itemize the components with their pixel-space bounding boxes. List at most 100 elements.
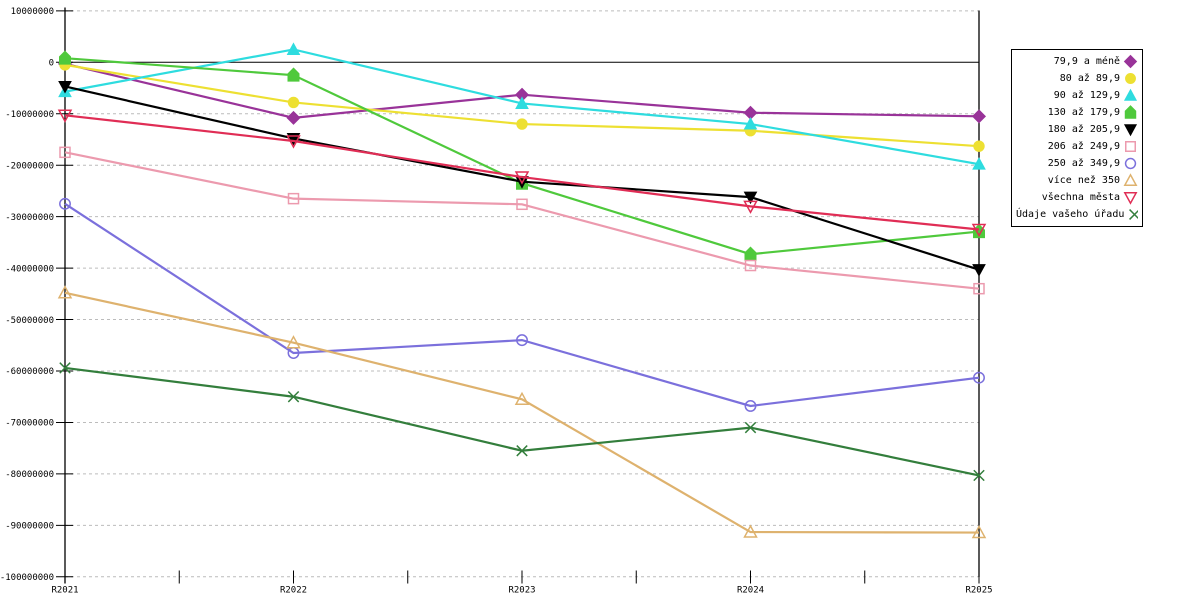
legend-marker-diamond-icon — [1123, 54, 1138, 69]
marker-triangle-up-icon — [1123, 173, 1138, 186]
marker-circle-icon — [1124, 157, 1137, 170]
marker-x-cross-icon — [59, 362, 71, 374]
legend-item: 206 až 249,9 — [1016, 138, 1138, 155]
marker-x-cross-icon — [973, 469, 985, 482]
marker-triangle-down-icon — [743, 200, 758, 214]
marker-circle-icon — [59, 197, 71, 210]
marker-x-cross-icon — [287, 390, 300, 403]
legend-item-label: 80 až 89,9 — [1059, 73, 1120, 84]
marker-circle-icon — [287, 96, 300, 109]
marker-square-icon — [744, 259, 757, 272]
series-8 — [57, 285, 987, 539]
marker-triangle-up-icon — [514, 391, 530, 406]
legend-item: více než 350 — [1016, 172, 1138, 189]
y-tick-label: -10000000 — [5, 110, 54, 120]
legend-marker-triangle-up-icon — [1123, 173, 1138, 186]
marker-triangle-up-icon — [57, 285, 73, 299]
legend-marker-triangle-up-icon — [1123, 88, 1138, 101]
marker-circle-icon — [1125, 73, 1136, 84]
marker-square-icon — [287, 192, 300, 205]
marker-triangle-down-icon — [1123, 124, 1138, 137]
y-tick-label: -80000000 — [5, 470, 54, 480]
marker-triangle-up-icon — [743, 524, 758, 538]
marker-triangle-down-icon — [58, 80, 72, 94]
legend: 79,9 a méně 80 až 89,9 90 až 129,9 130 až 1… — [1011, 49, 1143, 227]
legend-marker-triangle-down-icon — [1123, 124, 1138, 137]
axes: 10000000 0 -10000000 -20000000 -30000000 -400… — [0, 7, 993, 595]
legend-item-label: 79,9 a méně — [1053, 56, 1120, 67]
legend-item-label: 130 až 179,9 — [1047, 107, 1120, 118]
legend-item: 90 až 129,9 — [1016, 87, 1138, 104]
legend-item: 79,9 a méně — [1016, 53, 1138, 70]
y-tick-label: 10000000 — [11, 7, 54, 17]
marker-circle-icon — [516, 334, 528, 347]
marker-triangle-down-icon — [1123, 192, 1138, 205]
y-tick-label: -60000000 — [5, 367, 54, 377]
series-7 — [59, 197, 985, 412]
x-tick-label: R2022 — [280, 586, 307, 596]
marker-triangle-down-icon — [743, 191, 758, 205]
y-tick-label: -90000000 — [5, 522, 54, 532]
y-tick-label: -100000000 — [0, 573, 54, 583]
x-tick-label: R2024 — [737, 586, 764, 596]
legend-marker-circle-icon — [1124, 157, 1137, 170]
legend-item: 130 až 179,9 — [1016, 104, 1138, 121]
series-4 — [59, 50, 985, 261]
legend-marker-circle-icon — [1125, 73, 1136, 84]
legend-item-label: 250 až 349,9 — [1047, 158, 1120, 169]
legend-item: všechna města — [1016, 189, 1138, 206]
marker-triangle-up-icon — [743, 116, 758, 130]
x-tick-label: R2023 — [508, 586, 535, 596]
marker-triangle-down-icon — [57, 109, 73, 123]
marker-x-cross-icon — [1129, 209, 1138, 220]
marker-circle-icon — [516, 118, 528, 130]
legend-marker-house-icon — [1124, 105, 1137, 119]
marker-house-icon — [59, 50, 71, 65]
marker-triangle-up-icon — [971, 524, 987, 539]
marker-x-cross-icon — [744, 421, 757, 434]
marker-circle-icon — [973, 140, 985, 152]
marker-triangle-up-icon — [286, 335, 301, 349]
marker-house-icon — [1124, 105, 1137, 119]
legend-item: Údaje vašeho úřadu — [1016, 206, 1138, 223]
x-tick-label: R2025 — [965, 586, 992, 596]
gridlines — [65, 10, 979, 578]
legend-item-label: všechna města — [1041, 192, 1120, 203]
legend-item-label: 206 až 249,9 — [1047, 141, 1120, 152]
marker-circle-icon — [744, 400, 757, 412]
legend-item-label: Údaje vašeho úřadu — [1016, 209, 1125, 220]
legend-item: 250 až 349,9 — [1016, 155, 1138, 172]
marker-house-icon — [287, 67, 300, 82]
series-line — [64, 151, 980, 290]
y-tick-label: -30000000 — [5, 213, 54, 223]
legend-item-label: více než 350 — [1047, 175, 1120, 186]
x-tick-label: R2021 — [51, 586, 78, 596]
marker-triangle-up-icon — [515, 96, 529, 109]
legend-item-label: 180 až 205,9 — [1047, 124, 1120, 135]
marker-triangle-down-icon — [971, 223, 987, 238]
y-tick-label: -20000000 — [5, 161, 54, 171]
y-tick-label: -70000000 — [5, 419, 54, 429]
marker-triangle-down-icon — [972, 264, 986, 277]
marker-diamond-icon — [971, 109, 987, 124]
marker-triangle-up-icon — [972, 157, 986, 170]
series-line — [64, 291, 980, 534]
marker-square-icon — [973, 282, 985, 295]
marker-triangle-up-icon — [286, 42, 301, 55]
marker-circle-icon — [973, 371, 985, 384]
legend-item: 180 až 205,9 — [1016, 121, 1138, 138]
marker-square-icon — [59, 146, 71, 159]
marker-triangle-up-icon — [1123, 88, 1138, 101]
legend-marker-square-icon — [1125, 141, 1136, 152]
series-6 — [59, 146, 985, 295]
marker-square-icon — [1125, 141, 1136, 152]
marker-triangle-down-icon — [286, 135, 301, 149]
marker-x-cross-icon — [516, 445, 528, 457]
legend-marker-triangle-down-icon — [1123, 192, 1138, 205]
marker-square-icon — [516, 198, 528, 211]
y-tick-label: -50000000 — [5, 316, 54, 326]
marker-diamond-icon — [1123, 54, 1138, 69]
legend-item: 80 až 89,9 — [1016, 70, 1138, 87]
